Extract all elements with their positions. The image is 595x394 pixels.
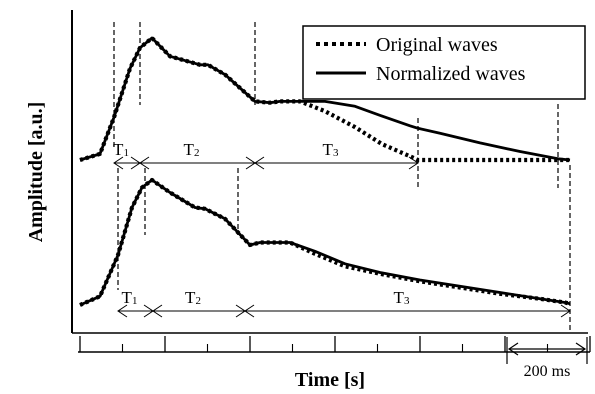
segment-label-subscript: 1: [132, 295, 138, 307]
segment-upper-T2: T2: [139, 140, 256, 170]
segment-annotations: T1 T2 T3 T1 T2 T3: [113, 140, 571, 318]
segment-label: T1: [122, 288, 138, 307]
legend-label-normalized: Normalized waves: [376, 63, 526, 85]
segment-arrow-left: [139, 156, 150, 170]
segment-label: T3: [394, 288, 410, 307]
segment-label: T3: [323, 140, 339, 159]
segment-upper-T1: T1: [113, 140, 141, 170]
legend-label-original: Original waves: [376, 34, 498, 56]
x-axis-title: Time [s]: [295, 369, 365, 391]
y-axis-title: Amplitude [a.u.]: [25, 102, 47, 243]
segment-label-subscript: 2: [195, 295, 201, 307]
segment-label: T2: [185, 288, 201, 307]
segment-arrow-left: [244, 304, 255, 318]
legend-box: [302, 25, 586, 100]
original-wave-lower: [79, 177, 571, 307]
normalized-wave-upper: [79, 36, 571, 162]
normalized-wave-lower: [79, 178, 571, 307]
segment-label-subscript: 3: [404, 295, 410, 307]
segment-arrow-left: [113, 156, 124, 170]
legend: Original waves Normalized waves: [302, 25, 586, 100]
segment-lower-T2: T2: [152, 288, 246, 318]
segment-label-subscript: 2: [194, 147, 200, 159]
scale-bar-right-arrowhead: [575, 342, 587, 356]
segment-lower-T3: T3: [244, 288, 571, 318]
segment-lower-T1: T1: [117, 288, 154, 318]
segment-arrow-left: [117, 304, 128, 318]
curves: [79, 35, 571, 307]
scale-bar-label: 200 ms: [524, 363, 571, 380]
segment-label-subscript: 1: [123, 147, 129, 159]
segment-label: T1: [113, 140, 129, 159]
segment-upper-T3: T3: [254, 140, 419, 170]
scale-bar: 200 ms: [506, 337, 588, 380]
segment-label-subscript: 3: [333, 147, 339, 159]
segment-label: T2: [184, 140, 200, 159]
scale-bar-left-arrowhead: [507, 342, 519, 356]
segment-arrow-right: [408, 156, 419, 170]
segment-arrow-right: [560, 304, 571, 318]
segment-arrow-left: [152, 304, 163, 318]
segment-arrow-left: [254, 156, 265, 170]
x-ticks: [79, 336, 591, 352]
